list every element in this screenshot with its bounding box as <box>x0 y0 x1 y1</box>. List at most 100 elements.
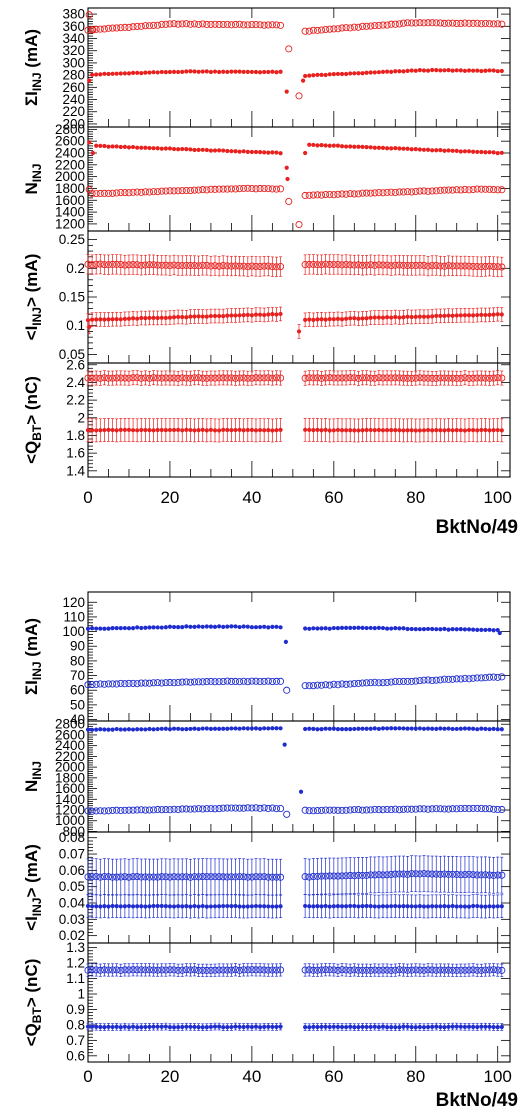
data-point <box>399 19 408 27</box>
data-point <box>260 677 268 685</box>
data-point <box>89 428 95 433</box>
data-point <box>150 374 158 382</box>
data-point <box>457 262 465 270</box>
data-point <box>497 630 502 636</box>
data-point <box>147 145 152 151</box>
data-point <box>442 68 447 73</box>
data-point <box>424 805 432 813</box>
data-point <box>129 23 137 31</box>
data-point <box>485 871 494 879</box>
data-point <box>323 143 328 148</box>
data-point <box>363 374 371 382</box>
data-point <box>317 806 326 814</box>
data-point <box>458 149 463 154</box>
data-point <box>245 904 250 909</box>
data-point <box>408 677 416 685</box>
data-point <box>219 185 227 193</box>
data-point <box>389 69 394 74</box>
data-point <box>87 140 92 145</box>
data-point <box>348 316 353 321</box>
data-point <box>260 374 268 382</box>
data-point <box>457 374 465 382</box>
data-point <box>88 966 96 974</box>
data-point <box>162 966 170 974</box>
data-point <box>327 72 332 77</box>
data-point <box>110 626 115 631</box>
data-point <box>322 25 330 34</box>
y-tick-label: 380 <box>62 7 85 22</box>
data-point <box>104 680 113 688</box>
data-point <box>375 966 383 974</box>
data-point <box>367 871 375 879</box>
data-point <box>322 190 330 199</box>
data-point <box>380 69 386 75</box>
data-point <box>498 871 506 879</box>
data-point <box>391 20 399 28</box>
data-point <box>278 151 283 156</box>
data-point <box>283 686 291 694</box>
data-point <box>192 428 197 433</box>
data-point <box>453 805 461 813</box>
data-point <box>94 1024 99 1029</box>
data-point <box>338 374 346 382</box>
data-point <box>485 185 494 193</box>
data-point <box>490 374 498 382</box>
y-axis-label: <QBT> (nC) <box>22 376 44 464</box>
data-point <box>364 145 369 150</box>
data-point <box>211 374 219 382</box>
data-point <box>416 261 424 269</box>
data-point <box>356 316 361 321</box>
data-point <box>244 678 252 686</box>
data-point <box>376 904 381 909</box>
data-point <box>494 186 502 194</box>
data-point <box>155 726 160 732</box>
data-point <box>233 1024 238 1029</box>
data-point <box>277 805 285 813</box>
data-point <box>420 261 428 269</box>
series-open <box>84 963 506 977</box>
data-point <box>231 185 240 193</box>
data-point <box>272 677 281 685</box>
data-point <box>89 317 95 322</box>
data-point <box>207 185 215 193</box>
data-point <box>404 966 412 974</box>
data-point <box>211 873 219 881</box>
data-point <box>454 148 459 154</box>
data-point <box>188 624 193 629</box>
data-point <box>327 143 332 148</box>
data-point <box>494 805 502 814</box>
data-point <box>305 966 313 974</box>
data-point <box>490 20 498 28</box>
data-point <box>436 870 444 878</box>
data-point <box>180 428 185 433</box>
data-point <box>139 625 144 631</box>
data-point <box>330 680 338 688</box>
data-point <box>231 20 240 29</box>
data-point <box>465 805 473 813</box>
data-point <box>348 625 353 630</box>
data-point <box>481 871 489 879</box>
data-point <box>307 904 312 909</box>
data-point <box>272 966 281 974</box>
data-point <box>444 675 453 683</box>
data-point <box>167 69 173 75</box>
data-point <box>277 677 285 685</box>
data-point <box>462 68 468 73</box>
data-point <box>84 966 92 974</box>
data-point <box>338 190 346 198</box>
data-point <box>109 374 117 382</box>
data-point <box>491 628 496 633</box>
data-point <box>114 144 119 149</box>
data-point <box>130 1024 136 1029</box>
data-point <box>379 966 387 974</box>
data-point <box>204 69 209 74</box>
data-point <box>190 261 199 270</box>
data-point <box>449 966 457 974</box>
data-point <box>311 626 316 631</box>
data-point <box>151 625 156 630</box>
data-point <box>413 68 418 73</box>
data-point <box>277 263 285 271</box>
data-point <box>383 678 391 686</box>
